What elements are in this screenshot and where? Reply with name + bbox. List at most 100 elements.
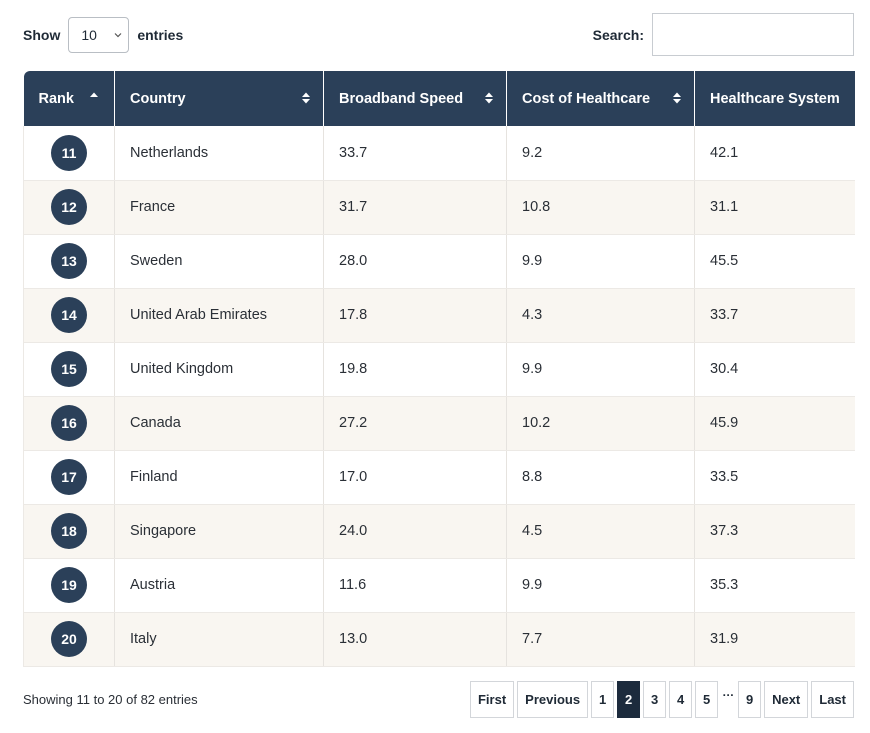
table-row: 16 Canada 27.2 10.2 45.9 — [23, 396, 855, 451]
search-label: Search: — [592, 26, 644, 43]
table-row: 13 Sweden 28.0 9.9 45.5 — [23, 234, 855, 289]
cell-cost-of-healthcare: 4.5 — [506, 504, 695, 559]
cell-country: Sweden — [114, 234, 324, 289]
cell-rank: 19 — [23, 558, 115, 613]
page-button-last-number[interactable]: 9 — [738, 681, 762, 718]
table-info: Showing 11 to 20 of 82 entries — [23, 692, 198, 707]
table-row: 19 Austria 11.6 9.9 35.3 — [23, 558, 855, 613]
cell-cost-of-healthcare: 7.7 — [506, 612, 695, 667]
cell-rank: 14 — [23, 288, 115, 343]
cell-healthcare-system: 45.9 — [694, 396, 855, 451]
cell-broadband-speed: 31.7 — [323, 180, 507, 235]
column-header-healthcare-system[interactable]: Healthcare System — [695, 71, 855, 126]
entries-select-value: 10 — [81, 27, 97, 43]
search-input[interactable] — [652, 13, 854, 56]
entries-label: entries — [137, 27, 184, 43]
cell-healthcare-system: 45.5 — [694, 234, 855, 289]
chevron-down-icon — [114, 33, 122, 38]
cell-cost-of-healthcare: 9.9 — [506, 342, 695, 397]
cell-broadband-speed: 28.0 — [323, 234, 507, 289]
sort-icon — [673, 92, 681, 104]
rank-badge: 15 — [51, 351, 87, 387]
rank-badge: 17 — [51, 459, 87, 495]
sort-icon — [302, 92, 310, 104]
rank-badge: 20 — [51, 621, 87, 657]
rank-badge: 14 — [51, 297, 87, 333]
search-control: Search: — [593, 13, 854, 56]
cell-broadband-speed: 19.8 — [323, 342, 507, 397]
data-table: Rank Country Broadband Speed Cost of Health… — [23, 71, 855, 667]
show-label: Show — [23, 27, 61, 43]
next-page-button[interactable]: Next — [764, 681, 809, 718]
table-row: 15 United Kingdom 19.8 9.9 30.4 — [23, 342, 855, 397]
cell-broadband-speed: 24.0 — [323, 504, 507, 559]
cell-rank: 13 — [23, 234, 115, 289]
page-button-1[interactable]: 1 — [591, 681, 615, 718]
rank-badge: 19 — [51, 567, 87, 603]
cell-country: France — [114, 180, 324, 235]
cell-cost-of-healthcare: 10.8 — [506, 180, 695, 235]
column-header-broadband-speed[interactable]: Broadband Speed — [323, 71, 507, 126]
cell-broadband-speed: 17.8 — [323, 288, 507, 343]
cell-cost-of-healthcare: 9.2 — [506, 126, 695, 181]
sort-icon — [485, 92, 493, 104]
column-header-label: Rank — [38, 90, 74, 107]
rank-badge: 11 — [51, 134, 87, 171]
cell-healthcare-system: 31.9 — [694, 612, 855, 667]
pagination-ellipsis: … — [722, 685, 735, 699]
cell-country: Finland — [114, 450, 324, 505]
table-row: 18 Singapore 24.0 4.5 37.3 — [23, 504, 855, 559]
entries-select[interactable]: 10 — [68, 17, 130, 53]
cell-broadband-speed: 11.6 — [323, 558, 507, 613]
table-row: 12 France 31.7 10.8 31.1 — [23, 180, 855, 235]
last-page-button[interactable]: Last — [811, 681, 854, 718]
first-page-button[interactable]: First — [469, 681, 515, 718]
page-button-4[interactable]: 4 — [669, 681, 693, 718]
column-header-label: Cost of Healthcare — [522, 90, 651, 107]
rank-badge: 12 — [51, 189, 87, 225]
column-header-label: Broadband Speed — [339, 90, 464, 107]
table-header-row: Rank Country Broadband Speed Cost of Health… — [23, 71, 855, 126]
page-button-2[interactable]: 2 — [617, 681, 641, 718]
cell-rank: 15 — [23, 342, 115, 397]
column-header-label: Healthcare System — [710, 90, 840, 107]
previous-page-button[interactable]: Previous — [517, 681, 589, 718]
cell-broadband-speed: 17.0 — [323, 450, 507, 505]
entries-length-control: Show 10 entries — [23, 17, 183, 53]
cell-rank: 17 — [23, 450, 115, 505]
table-row: 17 Finland 17.0 8.8 33.5 — [23, 450, 855, 505]
cell-rank: 20 — [23, 612, 115, 667]
rank-badge: 16 — [51, 405, 87, 441]
cell-country: Italy — [114, 612, 324, 667]
cell-healthcare-system: 35.3 — [694, 558, 855, 613]
table-row: 14 United Arab Emirates 17.8 4.3 33.7 — [23, 288, 855, 343]
cell-country: United Arab Emirates — [114, 288, 324, 343]
sort-ascending-icon — [90, 92, 98, 97]
cell-country: Canada — [114, 396, 324, 451]
cell-cost-of-healthcare: 9.9 — [506, 558, 695, 613]
cell-broadband-speed: 27.2 — [323, 396, 507, 451]
column-header-country[interactable]: Country — [114, 71, 324, 126]
page-button-5[interactable]: 5 — [695, 681, 719, 718]
page-button-3[interactable]: 3 — [643, 681, 667, 718]
cell-country: Singapore — [114, 504, 324, 559]
column-header-cost-of-healthcare[interactable]: Cost of Healthcare — [506, 71, 695, 126]
table-body: 11 Netherlands 33.7 9.2 42.1 12 France 31.7 10.8… — [23, 126, 855, 667]
column-header-rank[interactable]: Rank — [23, 71, 115, 126]
cell-healthcare-system: 31.1 — [694, 180, 855, 235]
cell-cost-of-healthcare: 4.3 — [506, 288, 695, 343]
cell-broadband-speed: 13.0 — [323, 612, 507, 667]
cell-healthcare-system: 30.4 — [694, 342, 855, 397]
cell-country: Netherlands — [114, 126, 324, 181]
rank-badge: 13 — [51, 243, 87, 279]
table-row: 11 Netherlands 33.7 9.2 42.1 — [23, 126, 855, 181]
cell-rank: 12 — [23, 180, 115, 235]
cell-cost-of-healthcare: 9.9 — [506, 234, 695, 289]
cell-country: United Kingdom — [114, 342, 324, 397]
cell-cost-of-healthcare: 8.8 — [506, 450, 695, 505]
cell-healthcare-system: 37.3 — [694, 504, 855, 559]
cell-rank: 18 — [23, 504, 115, 559]
cell-healthcare-system: 33.7 — [694, 288, 855, 343]
table-controls: Show 10 entries Search: — [23, 13, 854, 56]
